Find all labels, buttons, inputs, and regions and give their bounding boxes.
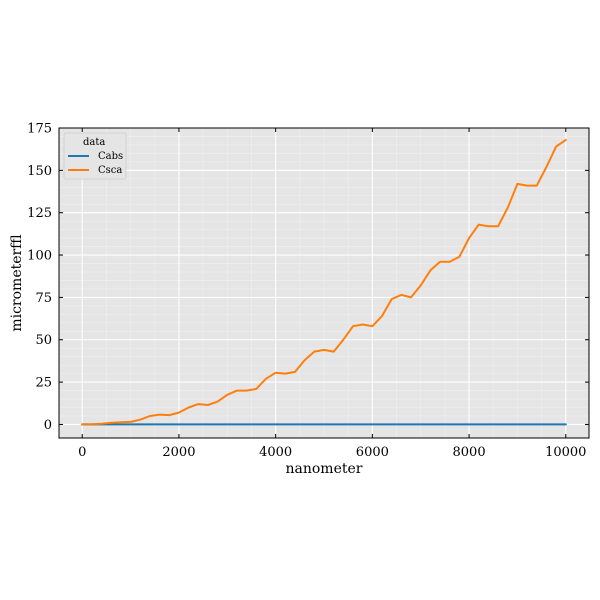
y-tick-label: 75 — [35, 291, 52, 306]
legend-box — [63, 132, 127, 180]
x-tick-label: 0 — [78, 445, 86, 460]
y-tick-label: 100 — [27, 249, 52, 264]
x-tick-label: 4000 — [259, 445, 292, 460]
y-tick-label: 125 — [27, 206, 52, 221]
y-tick-label: 175 — [27, 122, 52, 137]
y-tick-label: 25 — [35, 376, 52, 391]
x-tick-label: 10000 — [545, 445, 586, 460]
y-tick-label: 150 — [27, 164, 52, 179]
plot-frame — [58, 127, 590, 439]
x-tick-label: 8000 — [453, 445, 486, 460]
x-tick-label: 2000 — [162, 445, 195, 460]
axis-ticks: 0 2000 4000 6000 8000 10000 0 25 50 75 100 125 150 17… — [27, 122, 589, 460]
legend: data Cabs Csca — [63, 132, 127, 180]
legend-label-csca: Csca — [98, 165, 122, 176]
legend-title: data — [83, 137, 105, 148]
y-tick-label: 0 — [44, 418, 52, 433]
x-tick-label: 6000 — [356, 445, 389, 460]
x-axis-label: nanometer — [286, 461, 363, 477]
y-tick-label: 50 — [35, 333, 52, 348]
series-line-csca — [81, 138, 567, 426]
y-axis-label: micrometerﬄ — [9, 234, 25, 331]
legend-label-cabs: Cabs — [98, 151, 123, 162]
series-layer — [81, 138, 567, 426]
